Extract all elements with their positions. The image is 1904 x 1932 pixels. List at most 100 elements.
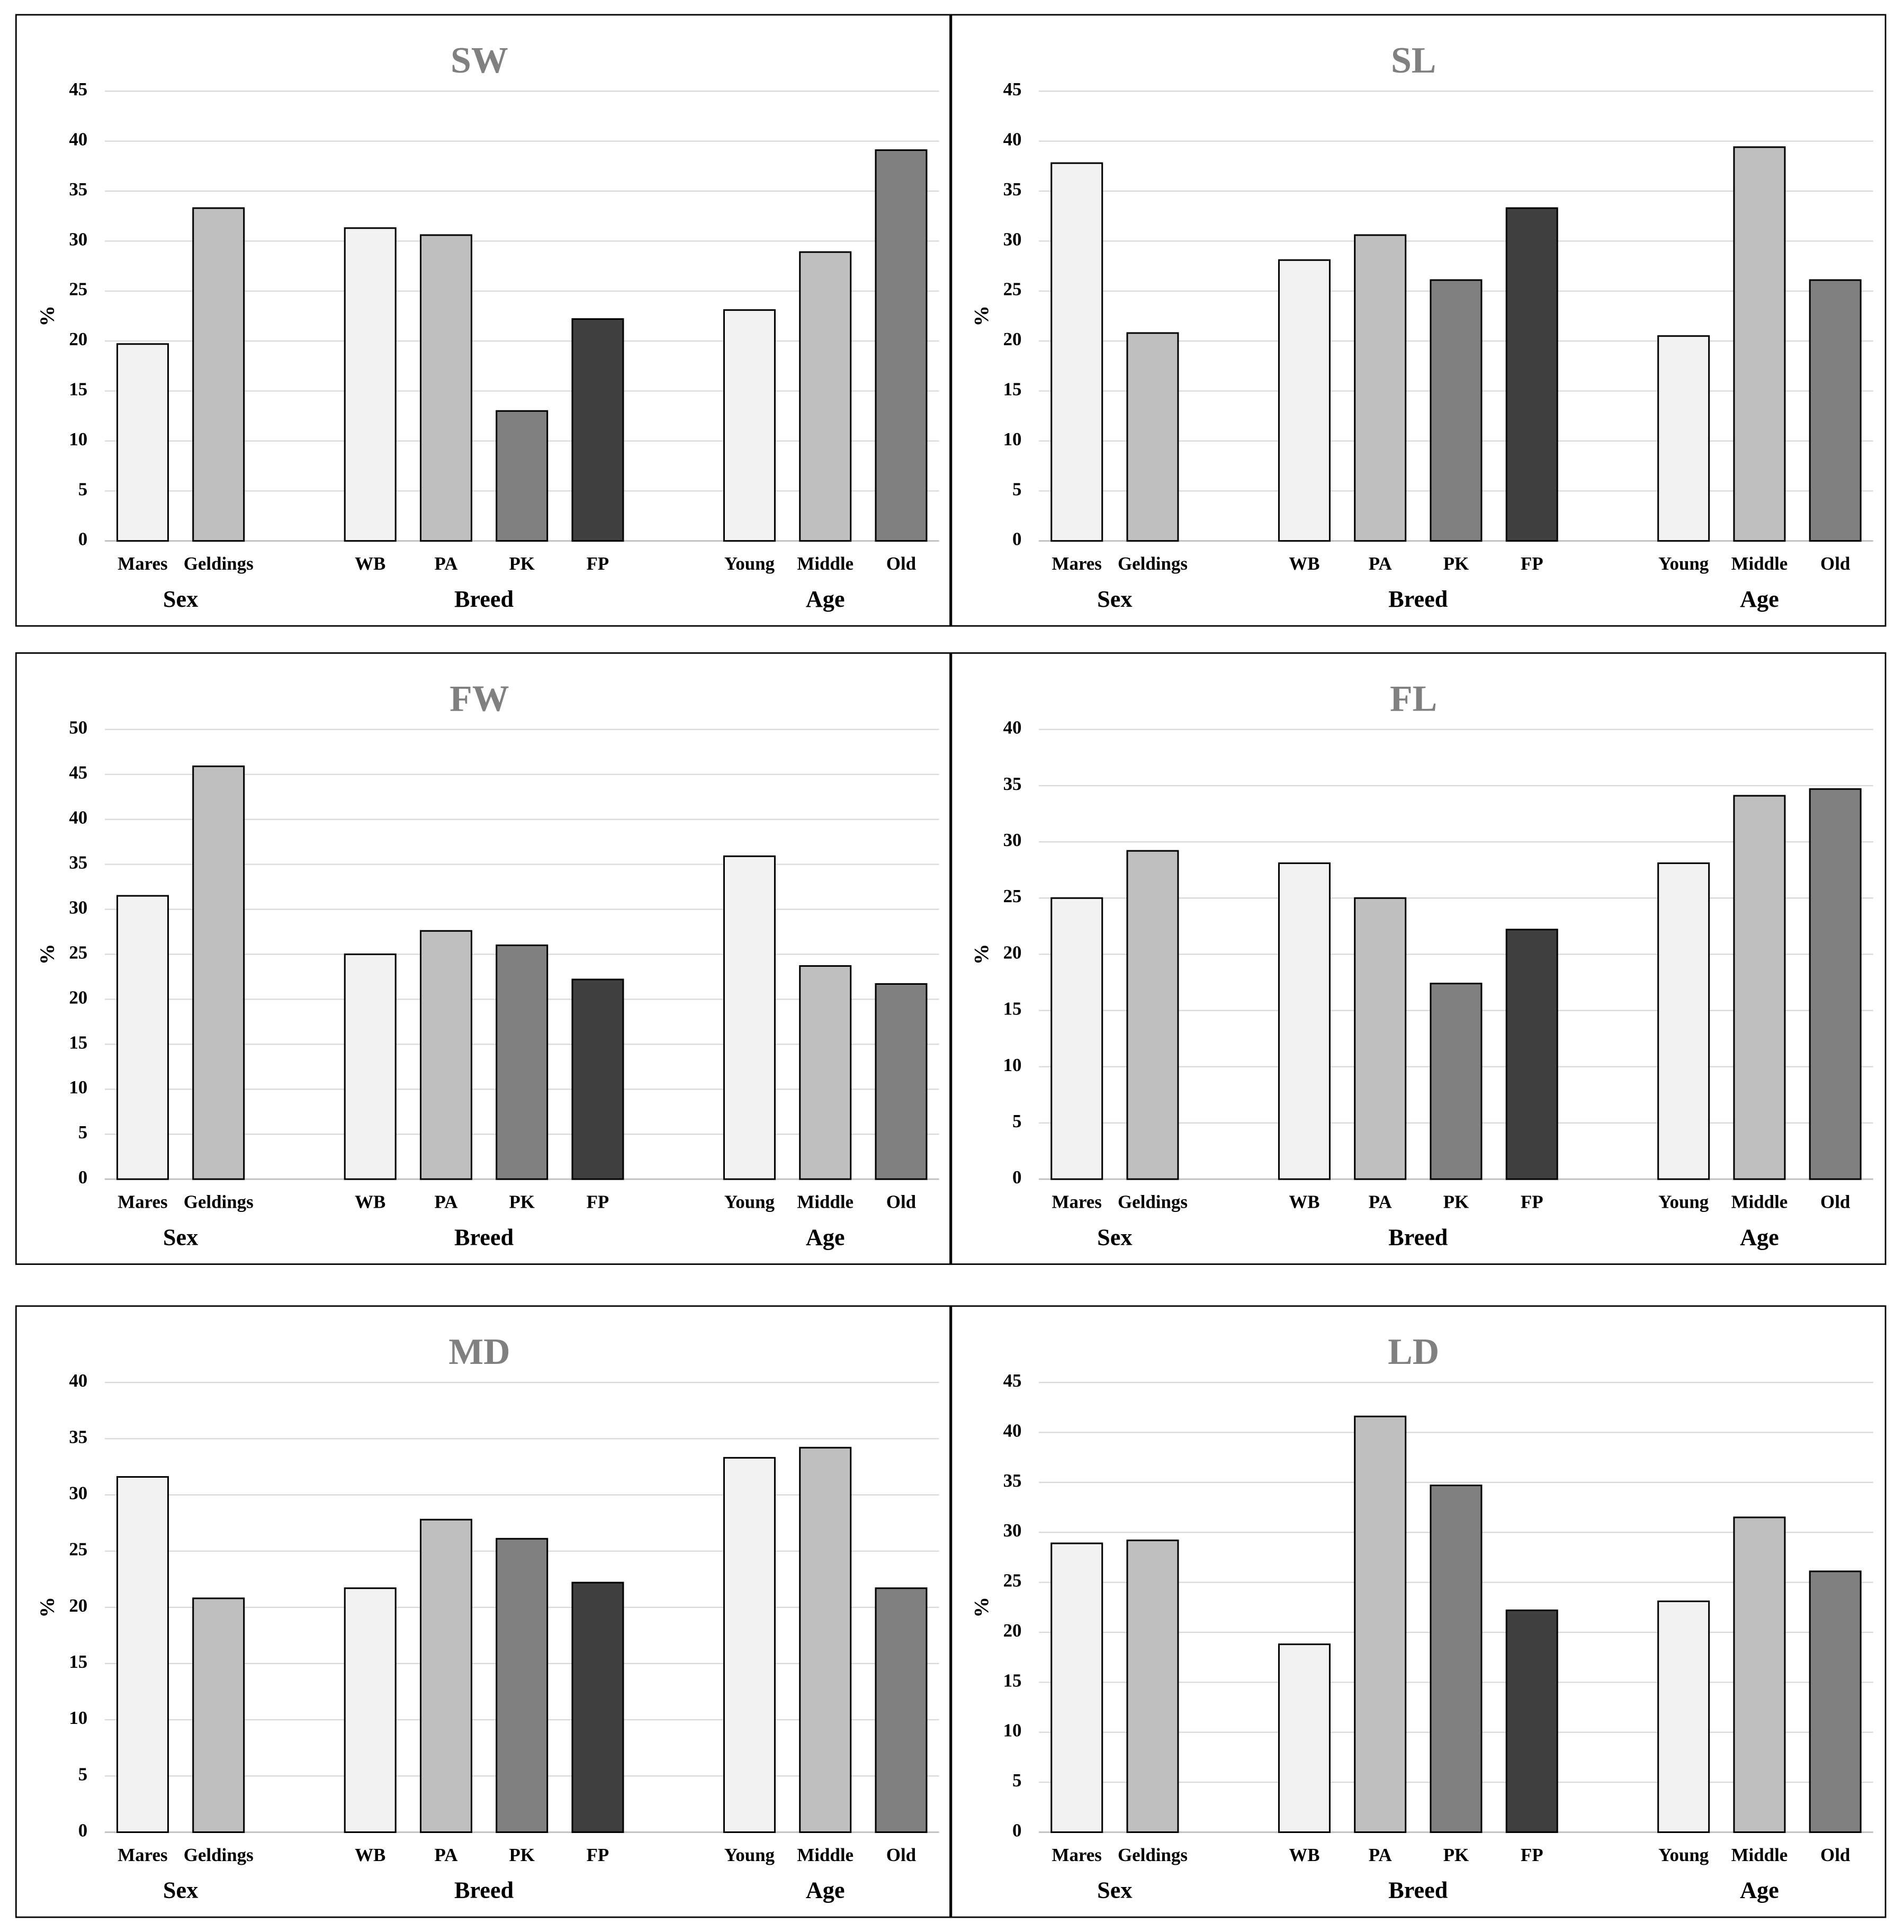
y-tick-label: 5 [1012, 1770, 1021, 1791]
x-tick-label: Geldings [184, 1845, 254, 1865]
y-tick-label: 35 [1003, 179, 1022, 200]
x-tick-label: Old [1820, 553, 1851, 574]
bar [1657, 335, 1710, 542]
group-label: Age [806, 1224, 845, 1250]
bar [1278, 259, 1331, 542]
x-tick-label: FP [587, 1192, 609, 1212]
bar [1657, 862, 1710, 1180]
group-label: Age [1740, 586, 1779, 612]
bar [192, 1597, 245, 1834]
y-axis-label: % [969, 944, 993, 965]
y-tick-label: 15 [1003, 1670, 1022, 1691]
y-tick-label: 20 [1003, 329, 1022, 349]
group-label: Sex [163, 1224, 198, 1250]
bar [1505, 1609, 1558, 1834]
y-tick-label: 10 [69, 1077, 87, 1098]
x-tick-label: PA [434, 553, 457, 574]
bar [116, 343, 169, 542]
bar [1505, 929, 1558, 1180]
y-tick-label: 5 [1012, 479, 1021, 499]
bar [344, 953, 397, 1180]
y-tick-label: 35 [1003, 1470, 1022, 1491]
bar [192, 207, 245, 542]
bar [1809, 1570, 1862, 1834]
bar [419, 1518, 472, 1834]
y-tick-label: 25 [69, 1539, 87, 1560]
x-tick-label: PK [1443, 553, 1469, 574]
y-tick-label: 5 [1012, 1111, 1021, 1131]
chart-title: SW [451, 40, 508, 81]
x-tick-label: Middle [797, 1192, 854, 1212]
group-label: Breed [1388, 1877, 1448, 1903]
x-tick-label: PA [1369, 1192, 1392, 1212]
group-label: Breed [1388, 1224, 1448, 1250]
y-tick-label: 0 [1012, 529, 1021, 550]
bar [1050, 1542, 1103, 1834]
bar [1278, 862, 1331, 1180]
x-tick-label: PA [434, 1192, 457, 1212]
y-tick-label: 45 [1003, 79, 1022, 100]
y-tick-label: 30 [69, 1482, 87, 1503]
y-tick-label: 25 [1003, 279, 1022, 300]
bar [1126, 1539, 1179, 1834]
bar [496, 1538, 549, 1834]
bar [1430, 1484, 1483, 1834]
x-tick-label: Young [724, 553, 775, 574]
y-tick-label: 10 [69, 1708, 87, 1728]
group-label: Breed [454, 586, 514, 612]
y-tick-label: 15 [1003, 999, 1022, 1019]
y-tick-label: 0 [1012, 1167, 1021, 1188]
bar [1050, 897, 1103, 1180]
x-tick-label: PK [509, 553, 534, 574]
panel-border [15, 1305, 953, 1918]
x-tick-label: Young [1658, 1845, 1709, 1865]
bar [1809, 279, 1862, 542]
y-tick-label: 15 [69, 1032, 87, 1053]
x-tick-label: Geldings [1118, 1192, 1188, 1212]
y-tick-label: 15 [69, 379, 87, 400]
x-tick-label: PA [1369, 553, 1392, 574]
y-tick-label: 0 [78, 529, 87, 550]
bar [1126, 332, 1179, 542]
y-tick-label: 0 [1012, 1820, 1021, 1841]
panel-border [949, 652, 1887, 1265]
chart-title: FL [1390, 679, 1437, 720]
x-tick-label: Old [1820, 1845, 1851, 1865]
x-tick-label: Young [724, 1845, 775, 1865]
y-tick-label: 0 [78, 1820, 87, 1841]
group-label: Breed [454, 1877, 514, 1903]
y-tick-label: 45 [69, 762, 87, 783]
y-tick-label: 15 [69, 1651, 87, 1672]
y-tick-label: 40 [1003, 1420, 1022, 1441]
x-tick-label: WB [355, 553, 385, 574]
y-tick-label: 30 [1003, 830, 1022, 850]
group-label: Sex [1097, 1877, 1132, 1903]
y-tick-label: 0 [78, 1167, 87, 1188]
chart-title: LD [1388, 1332, 1439, 1372]
x-tick-label: WB [355, 1192, 385, 1212]
y-tick-label: 5 [78, 1122, 87, 1143]
x-tick-label: FP [1521, 1192, 1543, 1212]
bar [799, 251, 852, 542]
x-tick-label: Mares [118, 553, 167, 574]
y-tick-label: 40 [69, 807, 87, 828]
y-axis-label: % [969, 305, 993, 327]
x-tick-label: Young [1658, 553, 1709, 574]
y-tick-label: 35 [1003, 774, 1022, 794]
bar [116, 1476, 169, 1834]
bar [496, 944, 549, 1180]
bar [1126, 850, 1179, 1180]
chart-panel: FW% 0 5 10 15 20 25 30 35 40 45 50 Mares Geldings Sex W… [15, 652, 953, 1265]
y-tick-label: 25 [1003, 886, 1022, 906]
y-tick-label: 30 [69, 229, 87, 249]
y-tick-label: 30 [69, 897, 87, 918]
group-label: Breed [1388, 586, 1448, 612]
bar [116, 895, 169, 1180]
x-tick-label: WB [1289, 1845, 1319, 1865]
x-tick-label: WB [1289, 1192, 1319, 1212]
bar [1354, 1415, 1407, 1834]
chart-panel: LD% 0 5 10 15 20 25 30 35 40 45 Mares Geldings Sex WB P… [949, 1305, 1887, 1918]
chart-title: MD [448, 1332, 510, 1372]
x-tick-label: Middle [797, 1845, 854, 1865]
